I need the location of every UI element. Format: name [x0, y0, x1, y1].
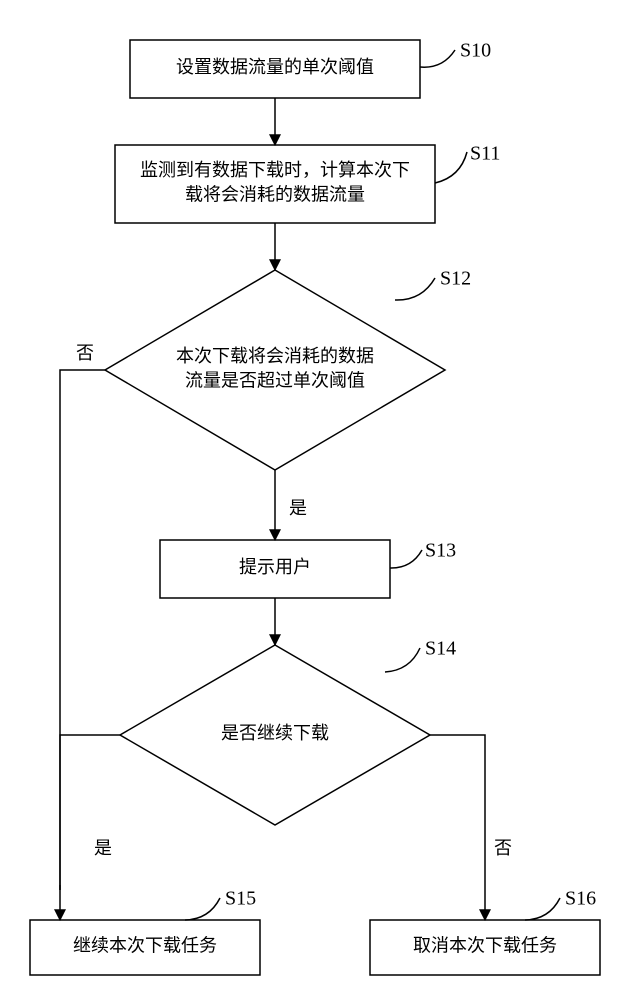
label-s10: S10 [460, 40, 491, 62]
node-s12: 本次下载将会消耗的数据流量是否超过单次阈值 [105, 270, 445, 470]
edge-e8 [430, 735, 485, 920]
flowchart-canvas: 设置数据流量的单次阈值 S10 监测到有数据下载时，计算本次下载将会消耗的数据流量 S… [0, 0, 632, 1000]
label-s14: S14 [425, 638, 456, 660]
node-s10: 设置数据流量的单次阈值 [130, 40, 420, 98]
node-s12-line0: 本次下载将会消耗的数据 [176, 346, 374, 366]
node-s14-line0: 是否继续下载 [221, 723, 329, 743]
node-s11: 监测到有数据下载时，计算本次下载将会消耗的数据流量 [115, 145, 435, 223]
edge-label-e6: 是 [94, 838, 112, 858]
node-s12-line1: 流量是否超过单次阈值 [185, 370, 365, 390]
node-s16: 取消本次下载任务 [370, 920, 600, 975]
label-s15: S15 [225, 888, 256, 910]
node-s15-line0: 继续本次下载任务 [73, 936, 217, 956]
leader-l16 [525, 898, 560, 920]
leader-l12 [395, 278, 435, 300]
node-s16-line0: 取消本次下载任务 [413, 936, 557, 956]
label-s16: S16 [565, 888, 596, 910]
leader-l14 [385, 648, 420, 672]
edge-e6 [60, 735, 120, 890]
node-s15: 继续本次下载任务 [30, 920, 260, 975]
node-s11-line0: 监测到有数据下载时，计算本次下 [140, 160, 410, 180]
node-s13: 提示用户 [160, 540, 390, 598]
node-s14: 是否继续下载 [120, 645, 430, 825]
edge-e5 [60, 370, 105, 890]
leader-l13 [390, 550, 422, 568]
edge-label-e8: 否 [494, 838, 512, 858]
leader-l15 [185, 898, 220, 920]
edge-label-e3: 是 [289, 498, 307, 518]
label-s11: S11 [470, 143, 500, 165]
node-s10-line0: 设置数据流量的单次阈值 [176, 57, 374, 77]
node-s13-line0: 提示用户 [239, 557, 311, 577]
label-s12: S12 [440, 268, 471, 290]
leader-l10 [420, 50, 455, 67]
leader-l11 [435, 152, 467, 183]
edge-label-e5: 否 [76, 343, 94, 363]
label-s13: S13 [425, 540, 456, 562]
node-s11-line1: 载将会消耗的数据流量 [185, 184, 365, 204]
